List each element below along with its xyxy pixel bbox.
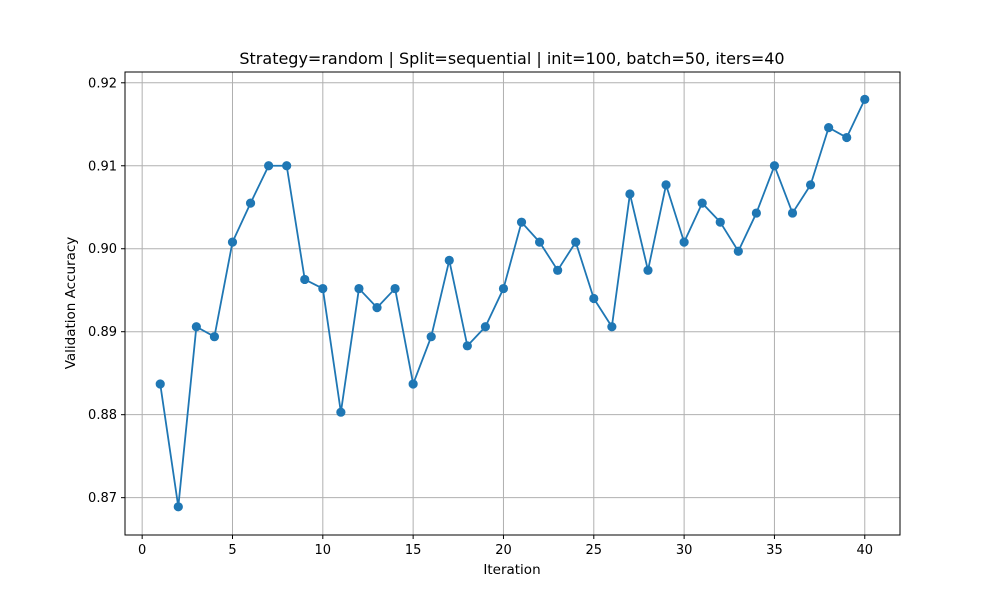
data-point [787,208,798,218]
data-point [860,94,870,104]
data-point [444,255,454,265]
data-point [679,237,689,247]
x-tick-label: 0 [138,543,146,558]
data-point [661,180,671,190]
x-tick-label: 15 [405,543,422,558]
data-point [498,283,509,294]
y-tick-label: 0.91 [88,159,117,174]
data-point [571,237,581,247]
data-point [607,322,617,332]
y-tick-label: 0.92 [88,76,117,91]
data-point [643,265,653,275]
axes-ticks: 0 5 10 15 20 25 30 35 40 0.87 0.88 0.89 0.90 0.91 0.92 [88,76,873,558]
data-point [390,283,400,294]
y-tick-label: 0.88 [88,408,117,423]
data-point [516,217,527,227]
y-tick-label: 0.87 [88,491,117,506]
data-point [589,293,599,304]
data-point [155,379,165,389]
x-tick-label: 30 [676,543,693,558]
series-line [159,98,866,508]
y-axis-label: Validation Accuracy [63,237,79,370]
x-tick-label: 10 [315,543,332,558]
data-point [372,303,382,313]
data-point [245,198,256,208]
data-point [805,180,816,190]
data-point [462,341,472,351]
data-point [697,198,707,208]
chart-title: Strategy=random | Split=sequential | ini… [239,49,784,68]
data-point [191,322,201,332]
data-point [300,274,310,285]
x-axis-label: Iteration [483,562,540,578]
data-point [173,502,183,512]
x-tick-label: 35 [766,543,783,558]
data-point [824,122,834,133]
data-point [227,237,238,247]
data-point [715,217,725,227]
data-point [480,322,490,332]
data-point [426,332,436,342]
data-point [769,161,780,171]
data-point [408,379,418,389]
data-point [625,189,635,199]
x-tick-label: 25 [586,543,603,558]
y-tick-label: 0.89 [88,325,117,340]
data-point [842,132,852,143]
data-point [318,283,328,294]
data-point [336,407,346,417]
y-tick-label: 0.90 [88,242,117,257]
series [155,94,870,512]
data-point [733,246,743,256]
data-point [354,283,364,294]
x-tick-label: 40 [856,543,873,558]
x-tick-label: 20 [495,543,512,558]
data-point [535,237,545,247]
data-point [751,208,761,218]
data-point [553,265,563,275]
x-tick-label: 5 [228,543,236,558]
plot-area-frame [124,71,901,536]
data-point [209,332,220,342]
data-point [264,161,274,171]
data-point [282,161,292,171]
